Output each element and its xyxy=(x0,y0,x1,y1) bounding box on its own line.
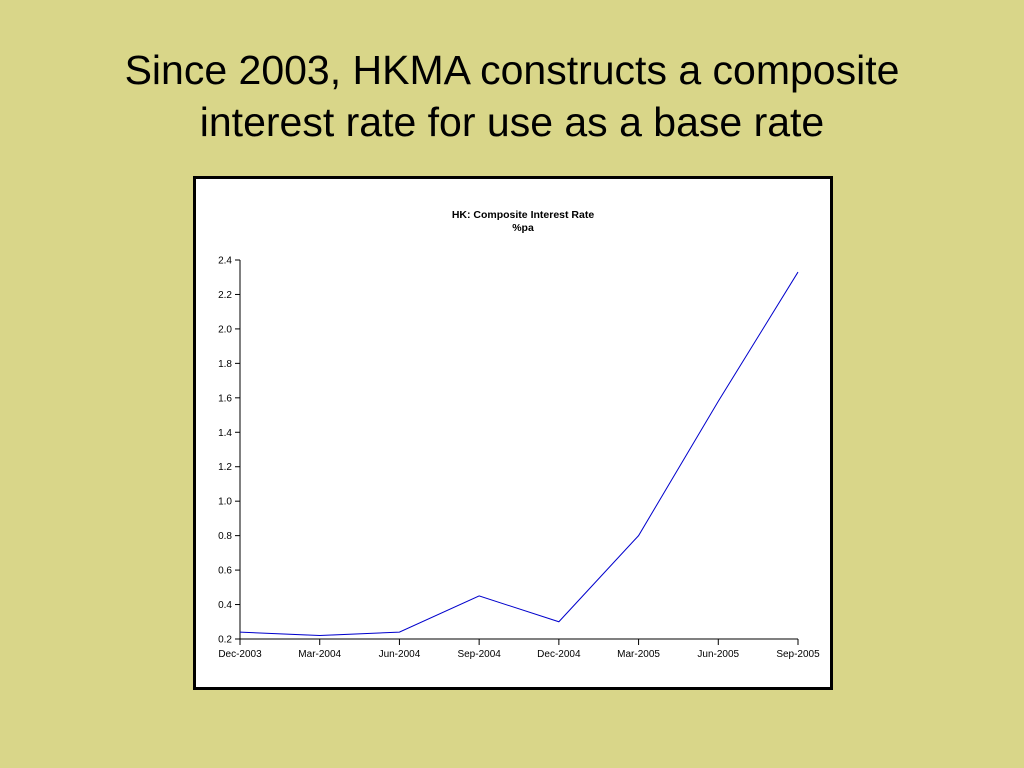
x-tick-label: Jun-2004 xyxy=(379,649,421,660)
slide-title: Since 2003, HKMA constructs a composite … xyxy=(0,44,1024,148)
series-layer xyxy=(239,271,799,637)
chart-subtitle: %pa xyxy=(512,222,534,234)
y-tick-label: 1.4 xyxy=(218,428,232,439)
chart-frame: HK: Composite Interest Rate %pa 0.2 0.4 0.… xyxy=(193,176,833,690)
x-tick-label: Mar-2005 xyxy=(617,649,660,660)
y-tick-label: 0.8 xyxy=(218,531,232,542)
series-line-1 xyxy=(239,271,799,637)
y-tick-label: 0.6 xyxy=(218,566,232,577)
y-tick-label: 1.2 xyxy=(218,462,232,473)
x-tick-label: Dec-2003 xyxy=(218,649,262,660)
x-tick-label: Sep-2004 xyxy=(457,649,501,660)
x-tick-label: Mar-2004 xyxy=(298,649,341,660)
chart-canvas: HK: Composite Interest Rate %pa 0.20.40.… xyxy=(218,209,820,660)
y-tick-label: 2.2 xyxy=(218,290,232,301)
chart-title: HK: Composite Interest Rate xyxy=(452,209,595,221)
y-tick-label: 1.6 xyxy=(218,393,232,404)
y-tick-label: 1.8 xyxy=(218,359,232,370)
y-tick-label: 0.2 xyxy=(218,635,232,646)
slide-title-line-2: interest rate for use as a base rate xyxy=(199,99,825,145)
x-tick-label: Sep-2005 xyxy=(776,649,820,660)
x-axis-ticks: Dec-2003 Mar-2004 Jun-2004 Sep-2004 Dec-2004… xyxy=(218,639,820,660)
y-tick-label: 2.4 xyxy=(218,256,232,267)
y-tick-label: 1.0 xyxy=(218,497,232,508)
y-axis-ticks: 0.2 0.4 0.6 0.8 1.0 1.2 1.4 1.6 1.8 2.0 2.2 2.4 xyxy=(218,256,240,646)
y-tick-label: 2.0 xyxy=(218,324,232,335)
slide-title-line-1: Since 2003, HKMA constructs a composite xyxy=(124,47,900,93)
x-tick-label: Dec-2004 xyxy=(537,649,581,660)
y-tick-label: 0.4 xyxy=(218,600,232,611)
x-tick-label: Jun-2005 xyxy=(697,649,739,660)
